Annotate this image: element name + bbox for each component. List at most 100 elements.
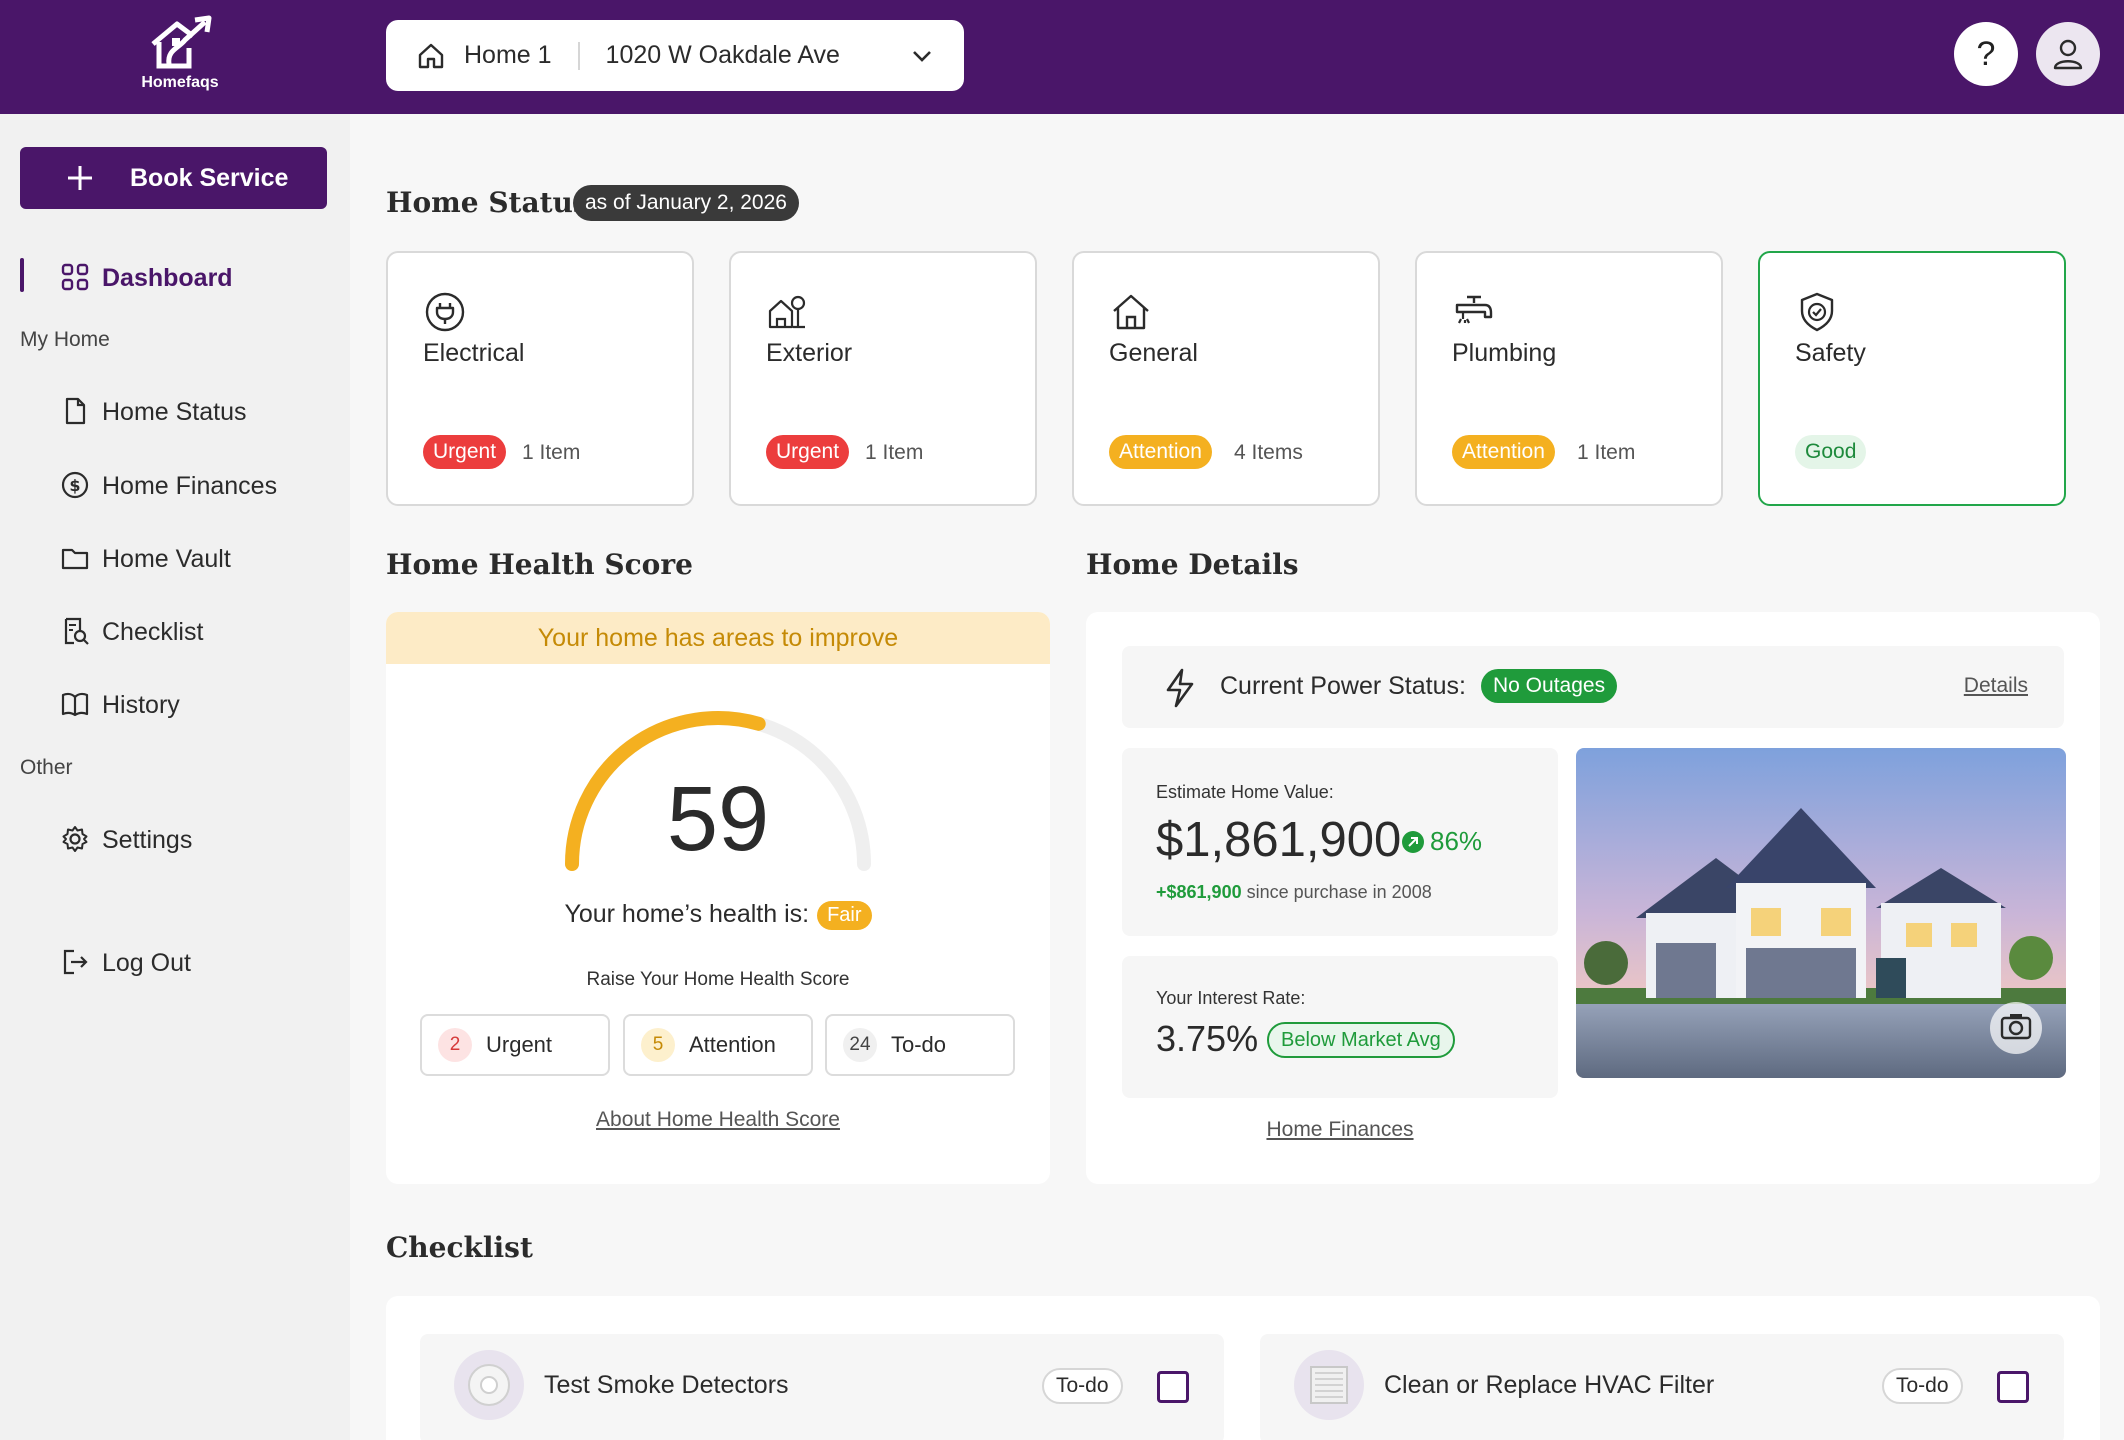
nav-log-out[interactable]: Log Out — [0, 941, 350, 981]
todo-filter-button[interactable]: 24 To-do — [825, 1014, 1015, 1076]
home-value-change: 86% — [1402, 826, 1482, 857]
checklist-item-tag: To-do — [1882, 1368, 1963, 1404]
checklist-item-checkbox[interactable] — [1157, 1371, 1189, 1403]
home-value-change-pct: 86% — [1430, 826, 1483, 856]
about-health-score-link[interactable]: About Home Health Score — [596, 1108, 840, 1131]
interest-rate-box: Your Interest Rate: 3.75% Below Market A… — [1122, 956, 1558, 1098]
home-value: $1,861,900 — [1156, 813, 1402, 867]
homefaqs-logo[interactable]: Homefaqs — [118, 14, 242, 100]
user-icon — [2053, 39, 2083, 70]
book-icon — [61, 692, 89, 717]
value-since-purchase: +$861,900 since purchase in 2008 — [1156, 882, 1432, 903]
checklist-card: Test Smoke Detectors To-do Clean or Repl… — [386, 1296, 2100, 1440]
home-value-box: Estimate Home Value: $1,861,900 86% +$86… — [1122, 748, 1558, 936]
checklist-title: Checklist — [386, 1231, 533, 1264]
help-button[interactable]: ? — [1954, 22, 2018, 86]
status-card-electrical[interactable]: Electrical Urgent 1 Item — [386, 251, 694, 506]
card-name: Safety — [1795, 339, 1866, 367]
nav-home-status[interactable]: Home Status — [0, 390, 350, 430]
plus-icon — [68, 166, 92, 190]
card-name: Plumbing — [1452, 339, 1557, 367]
status-badge: Good — [1795, 435, 1867, 469]
book-service-button[interactable]: Book Service — [20, 147, 327, 209]
raise-score-label: Raise Your Home Health Score — [586, 969, 850, 990]
urgent-filter-button[interactable]: 2 Urgent — [420, 1014, 610, 1076]
house-icon — [1113, 294, 1149, 330]
urgent-label: Urgent — [486, 1032, 553, 1057]
trend-up-icon — [1402, 830, 1424, 853]
health-rating-label: Your home’s health is: — [564, 900, 810, 928]
profile-button[interactable] — [2036, 22, 2100, 86]
todo-count: 24 — [843, 1028, 877, 1062]
home-finances-link[interactable]: Home Finances — [1266, 1118, 1414, 1141]
power-status-label: Current Power Status: — [1220, 672, 1466, 700]
attention-label: Attention — [689, 1032, 776, 1057]
folder-icon — [61, 548, 89, 570]
brand-name: Homefaqs — [141, 74, 219, 91]
value-since-text: since purchase in 2008 — [1241, 882, 1432, 902]
nav-home-vault[interactable]: Home Vault — [0, 537, 350, 577]
plug-icon — [425, 292, 465, 332]
nav-home-finances[interactable]: $ Home Finances — [0, 464, 350, 504]
status-card-safety[interactable]: Safety Good — [1758, 251, 2066, 506]
power-status-row: Current Power Status: No Outages Details — [1122, 646, 2064, 728]
house-icon — [416, 41, 446, 71]
status-card-general[interactable]: General Attention 4 Items — [1072, 251, 1380, 506]
shield-check-icon — [1800, 292, 1834, 332]
card-name: Exterior — [766, 339, 853, 367]
home-details-card: Current Power Status: No Outages Details… — [1086, 612, 2100, 1184]
item-count: 1 Item — [865, 441, 924, 464]
checklist-item-tag: To-do — [1042, 1368, 1123, 1404]
nav-settings[interactable]: Settings — [0, 818, 350, 858]
attention-filter-button[interactable]: 5 Attention — [623, 1014, 813, 1076]
nav-history[interactable]: History — [0, 683, 350, 723]
nav-dashboard[interactable]: Dashboard — [0, 256, 350, 296]
todo-label: To-do — [891, 1032, 947, 1057]
attention-count: 5 — [641, 1028, 675, 1062]
status-card-exterior[interactable]: Exterior Urgent 1 Item — [729, 251, 1037, 506]
nav-label: History — [102, 691, 180, 719]
status-badge: Urgent — [766, 435, 850, 469]
list-item[interactable]: Test Smoke Detectors To-do — [420, 1334, 1224, 1440]
camera-icon[interactable] — [2000, 1014, 2032, 1040]
as-of-date-badge: as of January 2, 2026 — [573, 185, 799, 221]
chevron-down-icon — [910, 44, 934, 68]
power-details-link[interactable]: Details — [1963, 674, 2028, 697]
list-item[interactable]: Clean or Replace HVAC Filter To-do — [1260, 1334, 2064, 1440]
nav-group-my-home: My Home — [20, 328, 110, 351]
home-photo — [1576, 748, 2066, 1078]
item-count: 1 Item — [522, 441, 581, 464]
logout-icon — [63, 949, 88, 975]
faucet-icon — [1455, 295, 1493, 324]
home-selector[interactable]: Home 1 1020 W Oakdale Ave — [386, 20, 964, 91]
nav-checklist[interactable]: Checklist — [0, 610, 350, 650]
document-icon — [65, 397, 86, 425]
below-market-badge: Below Market Avg — [1267, 1022, 1455, 1058]
nav-label: Log Out — [102, 949, 191, 977]
home-health-title: Home Health Score — [386, 548, 693, 581]
checklist-item-checkbox[interactable] — [1997, 1371, 2029, 1403]
home-value-caption: Estimate Home Value: — [1156, 782, 1334, 802]
health-banner: Your home has areas to improve — [386, 612, 1050, 664]
card-name: General — [1109, 339, 1198, 367]
status-badge: Attention — [1109, 435, 1212, 469]
health-score-card: Your home has areas to improve 59 Your h… — [386, 612, 1050, 1184]
home-status-title: Home Status — [386, 186, 589, 219]
tree-house-icon — [768, 295, 806, 329]
nav-label: Checklist — [102, 618, 204, 646]
top-bar: Homefaqs Home 1 1020 W Oakdale Ave ? — [0, 0, 2124, 114]
interest-rate-caption: Your Interest Rate: — [1156, 988, 1306, 1008]
health-rating-line: Your home’s health is: Fair — [386, 900, 1050, 930]
checklist-icon — [64, 617, 89, 645]
health-gauge — [565, 711, 871, 871]
divider — [577, 41, 580, 70]
grid-icon — [61, 263, 89, 291]
status-card-plumbing[interactable]: Plumbing Attention 1 Item — [1415, 251, 1723, 506]
nav-label: Dashboard — [102, 264, 233, 292]
nav-label: Settings — [102, 826, 193, 854]
health-score-value: 59 — [666, 768, 770, 870]
gear-icon — [62, 826, 88, 852]
interest-rate-value: 3.75% — [1156, 1018, 1259, 1059]
smoke-detector-icon — [454, 1350, 524, 1420]
checklist-item-title: Test Smoke Detectors — [544, 1371, 789, 1399]
